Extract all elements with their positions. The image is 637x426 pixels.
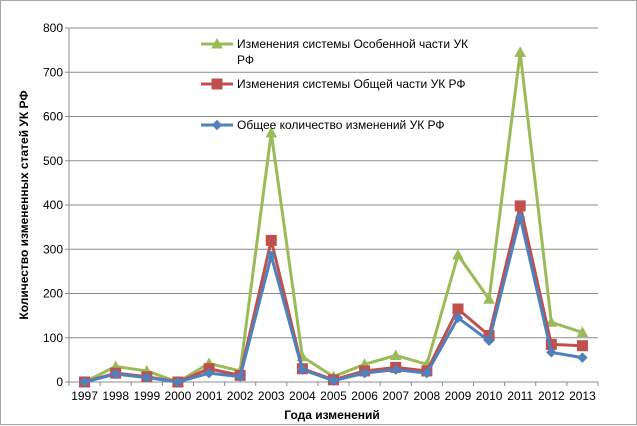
legend-marker-0 [211,37,223,49]
y-tick-label-700: 700 [43,65,63,79]
series-line-0 [83,50,583,384]
y-tick-label-600: 600 [43,110,63,124]
x-tick-label-2002: 2002 [227,389,254,403]
point-2-1997 [79,376,90,388]
axes: 0 100 200 300 400 500 600 700 800 1997 1998 1999 200… [43,21,599,403]
point-2-2009 [452,312,464,324]
point-2-2000 [172,376,184,388]
x-tick-label-2011: 2011 [507,389,533,403]
point-2-1999 [141,372,153,383]
x-tick-label-1998: 1998 [102,389,129,403]
x-tick-label-2004: 2004 [289,389,316,403]
point-2-2006 [359,367,370,379]
point-2-2002 [234,371,246,382]
x-axis-title: Года изменений [284,408,380,422]
point-2-2003 [266,250,277,262]
point-2-2012 [546,347,557,358]
x-tick-label-2008: 2008 [414,389,441,403]
x-tick-label-2003: 2003 [258,389,285,403]
y-tick-label-0: 0 [56,375,63,389]
y-tick-label-500: 500 [43,154,63,168]
point-0-2007 [389,349,402,360]
point-2-2013 [577,352,588,363]
x-tick-label-2007: 2007 [382,389,409,403]
y-tick-label-200: 200 [43,287,63,301]
point-1-2009 [452,303,464,315]
x-tick-label-2013: 2013 [569,389,596,403]
legend-label-0-1: РФ [237,53,254,67]
point-0-2013 [576,326,589,337]
x-tick-label-2009: 2009 [445,389,472,403]
legend-label-1-0: Изменения системы Общей части УК РФ [237,77,466,91]
point-1-2003 [265,234,277,246]
point-0-2009 [452,248,464,260]
legend-marker-1 [211,78,223,90]
y-axis-title: Количество измененных статей УК РФ [17,90,31,319]
x-tick-label-2012: 2012 [538,389,565,403]
x-tick-label-1997: 1997 [71,389,98,403]
y-tick-label-300: 300 [43,242,63,256]
point-2-2005 [328,375,339,386]
x-tick-label-1999: 1999 [133,389,160,403]
point-2-2008 [421,367,433,379]
series-line-2 [84,215,583,384]
legend: Изменения системы Особенной части УК РФ Из… [201,37,468,132]
legend-marker-2 [211,119,223,131]
point-2-2010 [483,335,495,347]
x-tick-label-2001: 2001 [196,389,223,403]
point-2-2011 [514,212,526,223]
point-0-2011 [514,46,527,57]
point-2-1998 [110,368,121,380]
y-tick-label-100: 100 [43,331,63,345]
point-0-2003 [265,126,278,138]
point-0-2012 [545,316,558,327]
point-0-2010 [483,293,495,304]
x-tick-label-2000: 2000 [165,389,192,403]
x-tick-label-2005: 2005 [320,389,347,403]
legend-label-2-0: Общее количество изменений УК РФ [237,118,445,132]
legend-label-0-0: Изменения системы Особенной части УК [237,37,468,51]
y-tick-label-800: 800 [43,21,63,35]
point-2-2004 [297,364,308,375]
y-tick-label-400: 400 [43,198,63,212]
point-1-2011 [514,200,526,212]
point-2-2001 [203,367,215,379]
point-2-2007 [390,364,401,375]
point-1-2013 [576,340,588,352]
x-tick-label-2006: 2006 [351,389,378,403]
x-tick-label-2010: 2010 [476,389,503,403]
series-lines [78,46,589,388]
grid-lines [69,27,598,339]
